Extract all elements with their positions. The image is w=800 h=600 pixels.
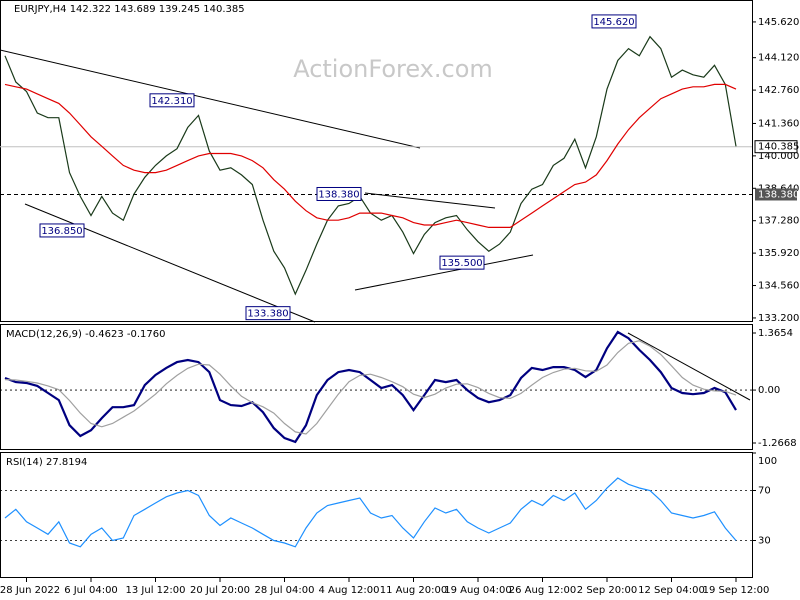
annotation-box <box>591 14 637 29</box>
x-tick-label: 12 Sep 04:00 <box>638 585 705 596</box>
x-tick-label: 13 Jul 12:00 <box>126 585 186 596</box>
y-tick-label: 30 <box>758 536 771 547</box>
y-tick-label: 70 <box>758 486 771 497</box>
y-tick-label: 144.120 <box>758 53 799 64</box>
y-tick-label: 1.3654 <box>758 328 793 339</box>
annotation-label: 138.380 <box>318 189 359 200</box>
x-tick-label: 20 Jul 20:00 <box>190 585 250 596</box>
x-tick-label: 6 Jul 04:00 <box>64 585 118 596</box>
y-tick-label: 145.620 <box>758 17 799 28</box>
y-tick-label: 142.760 <box>758 85 799 96</box>
series-line <box>4 330 737 444</box>
y-tick-label: 133.200 <box>758 313 799 324</box>
annotation-box <box>39 223 85 238</box>
level-tag <box>755 188 797 201</box>
panel-title: RSI(14) 27.8194 <box>6 457 87 468</box>
annotation-box <box>149 93 195 108</box>
annotation-box <box>245 306 291 321</box>
annotation-label: 145.620 <box>593 17 634 28</box>
trend-line <box>354 254 534 291</box>
y-tick-label: 135.920 <box>758 248 799 259</box>
x-tick-label: 28 Jun 2022 <box>0 585 60 596</box>
annotation-label: 135.500 <box>441 258 482 269</box>
annotation-box <box>316 186 362 201</box>
x-tick-label: 28 Jul 04:00 <box>255 585 315 596</box>
trend-line <box>364 192 496 209</box>
trend-line <box>627 332 751 401</box>
annotation-label: 136.850 <box>41 226 82 237</box>
panel-title: MACD(12,26,9) -0.4623 -0.1760 <box>6 329 166 340</box>
y-tick-label: 137.280 <box>758 216 799 227</box>
y-tick-label: 0.00 <box>758 385 780 396</box>
x-tick-label: 26 Aug 12:00 <box>509 585 576 596</box>
rsi-panel <box>0 452 753 578</box>
annotation-label: 133.380 <box>247 309 288 320</box>
y-tick-label: 141.360 <box>758 118 799 129</box>
x-tick-label: 19 Aug 04:00 <box>444 585 511 596</box>
y-tick-label: 100 <box>758 456 777 467</box>
y-tick-label: 134.560 <box>758 281 799 292</box>
trend-line <box>0 49 421 149</box>
annotation-label: 142.310 <box>151 96 192 107</box>
price-tag <box>754 140 798 154</box>
y-tick-label: -1.2668 <box>758 438 797 449</box>
macd-panel <box>0 324 753 450</box>
x-tick-label: 11 Aug 20:00 <box>380 585 447 596</box>
x-tick-label: 2 Sep 20:00 <box>577 585 637 596</box>
watermark: ActionForex.com <box>293 55 493 83</box>
x-tick-label: 19 Sep 12:00 <box>703 585 770 596</box>
series-line <box>4 340 737 435</box>
series-line <box>4 477 737 548</box>
price-tag-label: 140.385 <box>758 142 799 153</box>
level-tag-label: 138.380 <box>758 189 799 200</box>
y-tick-label: 140.000 <box>758 151 799 162</box>
annotation-box <box>439 255 485 270</box>
chart-title: EURJPY,H4 142.322 143.689 139.245 140.38… <box>14 4 245 15</box>
price-panel <box>0 0 753 322</box>
series-line <box>4 83 737 228</box>
x-tick-label: 4 Aug 12:00 <box>318 585 379 596</box>
